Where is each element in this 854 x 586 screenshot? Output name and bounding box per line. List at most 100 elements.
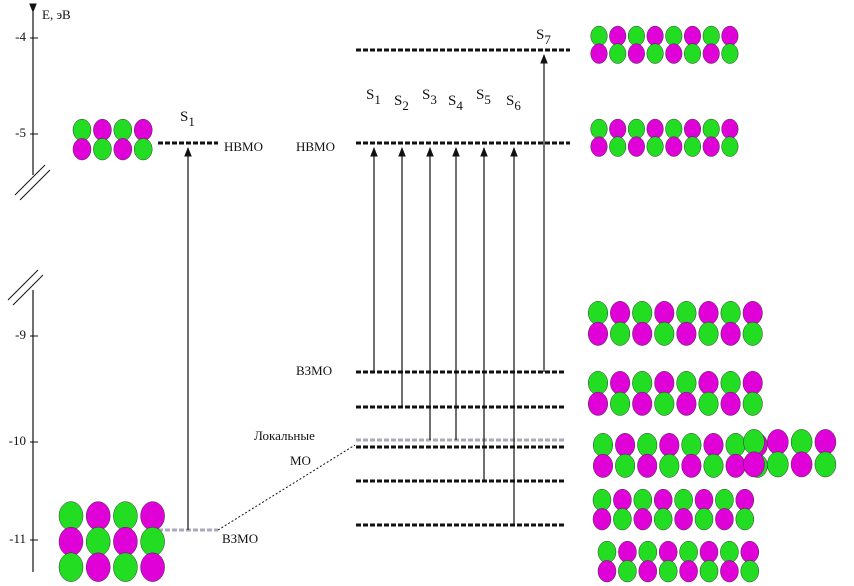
- orbital-lobe: [677, 371, 697, 394]
- orbital-lobe: [682, 433, 702, 456]
- orbital-lobe: [637, 454, 657, 477]
- transition-label: S1: [180, 109, 195, 129]
- orbital-lobe: [700, 560, 718, 582]
- orbital-lobe: [704, 433, 724, 456]
- orbital-lobe: [610, 322, 630, 345]
- left-levels: S1 НВМО ВЗМО: [158, 109, 355, 546]
- orbital-lobe: [591, 26, 608, 46]
- orbital-lobe: [593, 433, 613, 456]
- tick-label: -10: [9, 433, 26, 448]
- orbital-lobe: [59, 553, 83, 582]
- orbital-images: [59, 26, 836, 582]
- orbital-lobe: [113, 527, 137, 556]
- orbital-lobe: [680, 560, 698, 582]
- orbital-lobe: [703, 119, 720, 139]
- orbital-lobe: [609, 137, 626, 157]
- orbital-lobe: [134, 138, 152, 160]
- orbital-lobe: [736, 508, 754, 530]
- orbital-lobe: [628, 26, 645, 46]
- orbital-lobe: [695, 489, 713, 511]
- orbital-lobe: [610, 392, 630, 415]
- orbital-lobe: [654, 508, 672, 530]
- orbital-lobe: [699, 392, 719, 415]
- orbital-lobe: [609, 119, 626, 139]
- orbital-lobe: [703, 26, 720, 46]
- orbital-lobe: [639, 560, 657, 582]
- orbital-lobe: [141, 553, 165, 582]
- orbital-lobe: [632, 301, 652, 324]
- orbital-lobe: [93, 119, 111, 141]
- orbital-lobe: [593, 508, 611, 530]
- orbital-lobe: [699, 322, 719, 345]
- orbital-lobe: [655, 301, 675, 324]
- orbital-lobe: [73, 119, 91, 141]
- orbital-lobe: [615, 433, 635, 456]
- transition-label: S4: [448, 93, 463, 113]
- orbital-lobe: [703, 137, 720, 157]
- transition-label: S3: [422, 87, 437, 107]
- orbital-lobe: [815, 429, 836, 454]
- orbital-lobe: [704, 454, 724, 477]
- tick-label: -4: [15, 29, 26, 44]
- axis: E, эВ -4 -5 -9 -10 -11: [8, 7, 71, 572]
- orbital-lobe: [721, 322, 741, 345]
- orbital-lobe: [743, 371, 763, 394]
- orbital-lobe: [791, 452, 812, 477]
- orbital-lobe: [699, 301, 719, 324]
- orbital-lobe: [660, 454, 680, 477]
- orbital-lobe: [677, 322, 697, 345]
- orbital-lobe: [666, 26, 683, 46]
- orbital-lobe: [59, 527, 83, 556]
- orbital-lobe: [659, 541, 677, 563]
- orbital-lobe: [647, 137, 664, 157]
- orbital-lobe: [93, 138, 111, 160]
- orbital-lobe: [86, 527, 110, 556]
- orbital-lobe: [610, 301, 630, 324]
- energy-diagram: E, эВ -4 -5 -9 -10 -11 S1 НВМО ВЗМО НВМО…: [0, 0, 854, 586]
- orbital-lobe: [628, 119, 645, 139]
- transition-label: S1: [366, 87, 381, 107]
- orbital-lobe: [632, 371, 652, 394]
- orbital-lobe: [744, 429, 765, 454]
- orbital-lobe: [682, 454, 702, 477]
- lumo-label: НВМО: [296, 139, 335, 154]
- orbital-lobe: [647, 119, 664, 139]
- transition-label: S6: [506, 93, 521, 113]
- orbital-lobe: [73, 138, 91, 160]
- orbital-lobe: [655, 392, 675, 415]
- orbital-lobe: [632, 392, 652, 415]
- orbital-lobe: [588, 371, 608, 394]
- orbital-lobe: [659, 560, 677, 582]
- orbital-lobe: [628, 137, 645, 157]
- orbital-lobe: [680, 541, 698, 563]
- orbital-lobe: [695, 508, 713, 530]
- orbital-lobe: [609, 44, 626, 64]
- orbital-lobe: [721, 301, 741, 324]
- orbital-lobe: [610, 371, 630, 394]
- orbital-lobe: [114, 138, 132, 160]
- orbital-lobe: [721, 392, 741, 415]
- lumo-label: НВМО: [224, 139, 263, 154]
- orbital-lobe: [722, 26, 739, 46]
- orbital-lobe: [591, 44, 608, 64]
- orbital-lobe: [113, 553, 137, 582]
- orbital-lobe: [598, 560, 616, 582]
- orbital-lobe: [741, 560, 759, 582]
- tick-label: -11: [9, 531, 26, 546]
- orbital-lobe: [655, 322, 675, 345]
- tick-label: -5: [15, 125, 26, 140]
- orbital-lobe: [666, 119, 683, 139]
- orbital-lobe: [141, 527, 165, 556]
- orbital-lobe: [141, 502, 165, 531]
- orbital-lobe: [613, 508, 631, 530]
- local-label: МО: [290, 453, 311, 468]
- orbital-lobe: [699, 371, 719, 394]
- orbital-lobe: [632, 322, 652, 345]
- orbital-lobe: [666, 44, 683, 64]
- orbital-lobe: [618, 560, 636, 582]
- orbital-lobe: [654, 489, 672, 511]
- orbital-lobe: [86, 553, 110, 582]
- orbital-lobe: [703, 44, 720, 64]
- orbital-lobe: [591, 137, 608, 157]
- orbital-lobe: [791, 429, 812, 454]
